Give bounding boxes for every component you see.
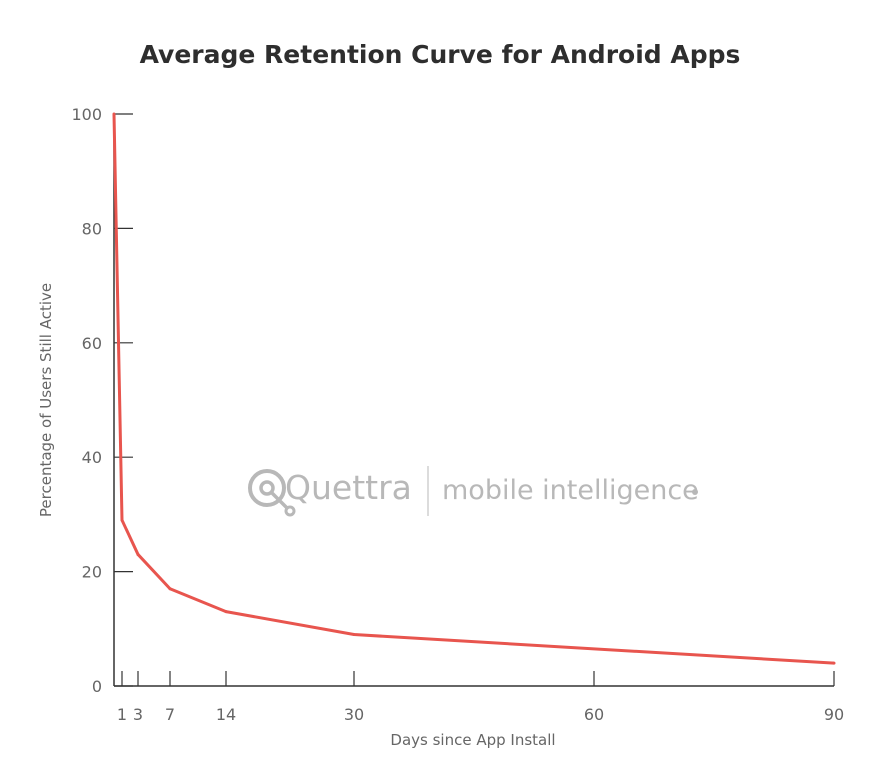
x-tick-label: 1 <box>117 705 127 724</box>
data-point <box>832 661 836 665</box>
x-tick-label: 7 <box>165 705 175 724</box>
data-point <box>224 610 228 614</box>
watermark-tagline: mobile intelligence <box>442 475 699 506</box>
quettra-logo-icon <box>248 469 296 517</box>
x-tick-label: 30 <box>344 705 364 724</box>
watermark: Quettra mobile intelligence <box>248 466 699 517</box>
y-tick-label: 60 <box>82 334 102 353</box>
x-tick-label: 3 <box>133 705 143 724</box>
data-point <box>120 518 124 522</box>
data-point <box>136 552 140 556</box>
retention-line <box>112 113 835 665</box>
x-axis-label: Days since App Install <box>390 731 555 749</box>
y-tick-label: 80 <box>82 219 102 238</box>
x-tick-label: 90 <box>824 705 844 724</box>
x-tick-label: 60 <box>584 705 604 724</box>
chart-title: Average Retention Curve for Android Apps <box>140 40 741 69</box>
y-tick-label: 0 <box>92 677 102 696</box>
y-tick-label: 100 <box>71 105 102 124</box>
y-tick-label: 40 <box>82 448 102 467</box>
data-point <box>352 633 356 637</box>
data-point <box>112 112 116 116</box>
y-tick-label: 20 <box>82 563 102 582</box>
data-point <box>168 587 172 591</box>
x-tick-label: 14 <box>216 705 236 724</box>
y-axis-label: Percentage of Users Still Active <box>37 283 55 517</box>
watermark-brand: Quettra <box>285 468 412 507</box>
